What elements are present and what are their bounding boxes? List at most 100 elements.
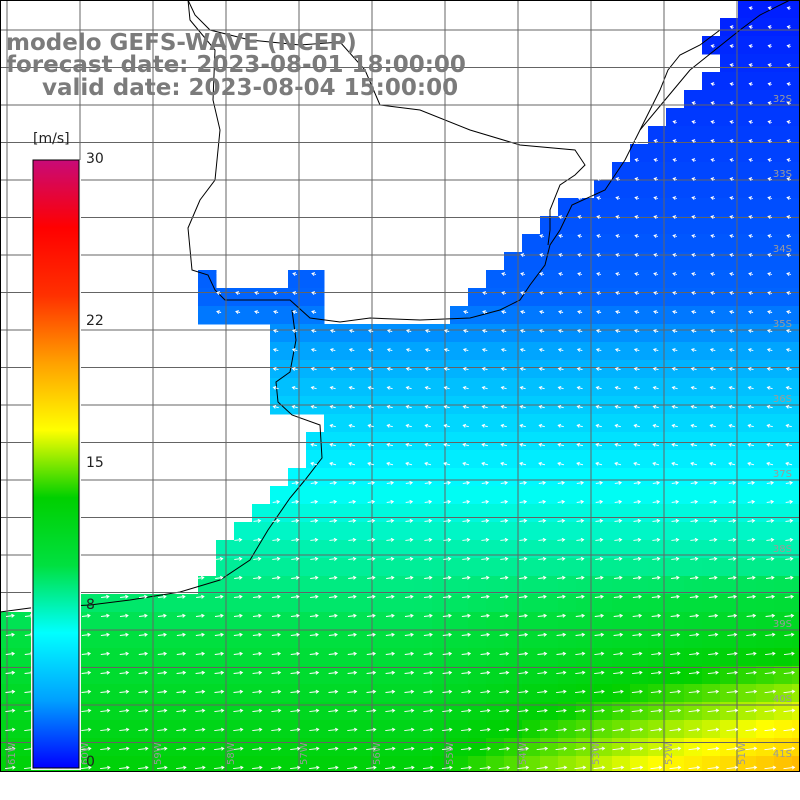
colorbar-tick-label: 30 <box>86 151 104 167</box>
wind-arrow <box>500 518 509 523</box>
wind-speed-cell <box>720 414 739 433</box>
wind-speed-cell <box>522 378 541 397</box>
wind-arrow <box>329 348 336 352</box>
wind-arrow <box>652 480 661 485</box>
wind-speed-cell <box>540 432 559 451</box>
wind-arrow <box>653 139 658 144</box>
wind-speed-cell <box>612 576 631 595</box>
wind-speed-cell <box>198 630 217 649</box>
wind-arrow <box>367 594 376 599</box>
wind-arrow <box>615 272 621 277</box>
wind-arrow <box>670 613 681 618</box>
wind-arrow <box>650 746 663 751</box>
wind-arrow <box>499 594 509 599</box>
wind-arrow <box>634 177 639 182</box>
wind-speed-cell <box>756 54 775 73</box>
wind-speed-cell <box>180 666 199 685</box>
wind-speed-cell <box>288 468 307 487</box>
wind-arrow <box>574 765 587 770</box>
wind-speed-cell <box>774 234 793 253</box>
wind-speed-cell <box>432 432 451 451</box>
wind-arrow <box>482 310 488 315</box>
wind-speed-cell <box>252 558 271 577</box>
wind-speed-cell <box>594 180 613 199</box>
wind-speed-cell <box>378 540 397 559</box>
wind-speed-cell <box>414 468 433 487</box>
wind-arrow <box>347 689 358 694</box>
wind-speed-cell <box>252 648 271 667</box>
wind-speed-cell <box>432 576 451 595</box>
wind-arrow <box>766 537 775 542</box>
wind-speed-cell <box>594 684 613 703</box>
wind-arrow <box>594 613 605 618</box>
wind-speed-cell <box>468 504 487 523</box>
wind-arrow <box>577 234 583 239</box>
wind-speed-cell <box>468 468 487 487</box>
wind-speed-cell <box>792 432 800 451</box>
wind-arrow <box>555 746 568 751</box>
wind-arrow <box>481 518 490 523</box>
wind-speed-cell <box>90 666 109 685</box>
wind-arrow <box>614 404 621 409</box>
colorbar-tick-label: 15 <box>86 455 104 471</box>
wind-arrow <box>748 215 754 220</box>
wind-speed-cell <box>486 306 505 325</box>
wind-arrow <box>634 196 640 201</box>
wind-speed-cell <box>450 468 469 487</box>
wind-arrow <box>538 442 546 447</box>
wind-arrow <box>119 765 130 770</box>
wind-speed-cell <box>504 504 523 523</box>
wind-arrow <box>709 556 718 561</box>
wind-arrow <box>271 708 282 713</box>
wind-speed-cell <box>738 252 757 271</box>
wind-speed-cell <box>198 666 217 685</box>
wind-speed-cell <box>612 198 631 217</box>
wind-speed-cell <box>720 342 739 361</box>
wind-arrow <box>671 423 678 428</box>
wind-arrow <box>328 651 339 656</box>
wind-arrow <box>634 215 640 220</box>
wind-arrow <box>5 727 16 732</box>
wind-arrow <box>728 518 737 523</box>
wind-speed-cell <box>180 594 199 613</box>
wind-speed-cell <box>576 486 595 505</box>
wind-speed-cell <box>630 234 649 253</box>
wind-arrow <box>710 291 716 296</box>
wind-arrow <box>310 461 318 466</box>
wind-speed-cell <box>558 378 577 397</box>
wind-arrow <box>500 556 509 561</box>
wind-speed-cell <box>324 414 343 433</box>
wind-arrow <box>519 329 526 333</box>
wind-arrow <box>575 670 586 675</box>
wind-arrow <box>272 556 281 561</box>
wind-arrow <box>785 499 794 504</box>
wind-arrow <box>292 310 298 315</box>
wind-arrow <box>424 518 433 523</box>
wind-speed-cell <box>684 306 703 325</box>
wind-speed-cell <box>774 126 793 145</box>
wind-speed-cell <box>540 522 559 541</box>
wind-arrow <box>309 632 319 637</box>
wind-speed-cell <box>198 702 217 721</box>
wind-arrow <box>100 670 111 675</box>
wind-arrow <box>347 651 358 656</box>
wind-arrow <box>728 480 737 485</box>
wind-speed-cell <box>684 558 703 577</box>
wind-arrow <box>690 442 698 447</box>
wind-speed-cell <box>540 378 559 397</box>
wind-arrow <box>386 594 395 599</box>
wind-arrow <box>214 632 224 637</box>
wind-speed-cell <box>630 594 649 613</box>
wind-speed-cell <box>162 684 181 703</box>
wind-speed-cell <box>216 702 235 721</box>
wind-speed-cell <box>702 648 721 667</box>
wind-arrow <box>329 423 336 428</box>
wind-arrow <box>480 727 491 732</box>
wind-speed-cell <box>576 648 595 667</box>
wind-arrow <box>423 613 433 618</box>
wind-arrow <box>633 556 642 561</box>
wind-speed-cell <box>738 0 757 19</box>
wind-arrow <box>119 689 130 694</box>
wind-arrow <box>748 82 753 87</box>
